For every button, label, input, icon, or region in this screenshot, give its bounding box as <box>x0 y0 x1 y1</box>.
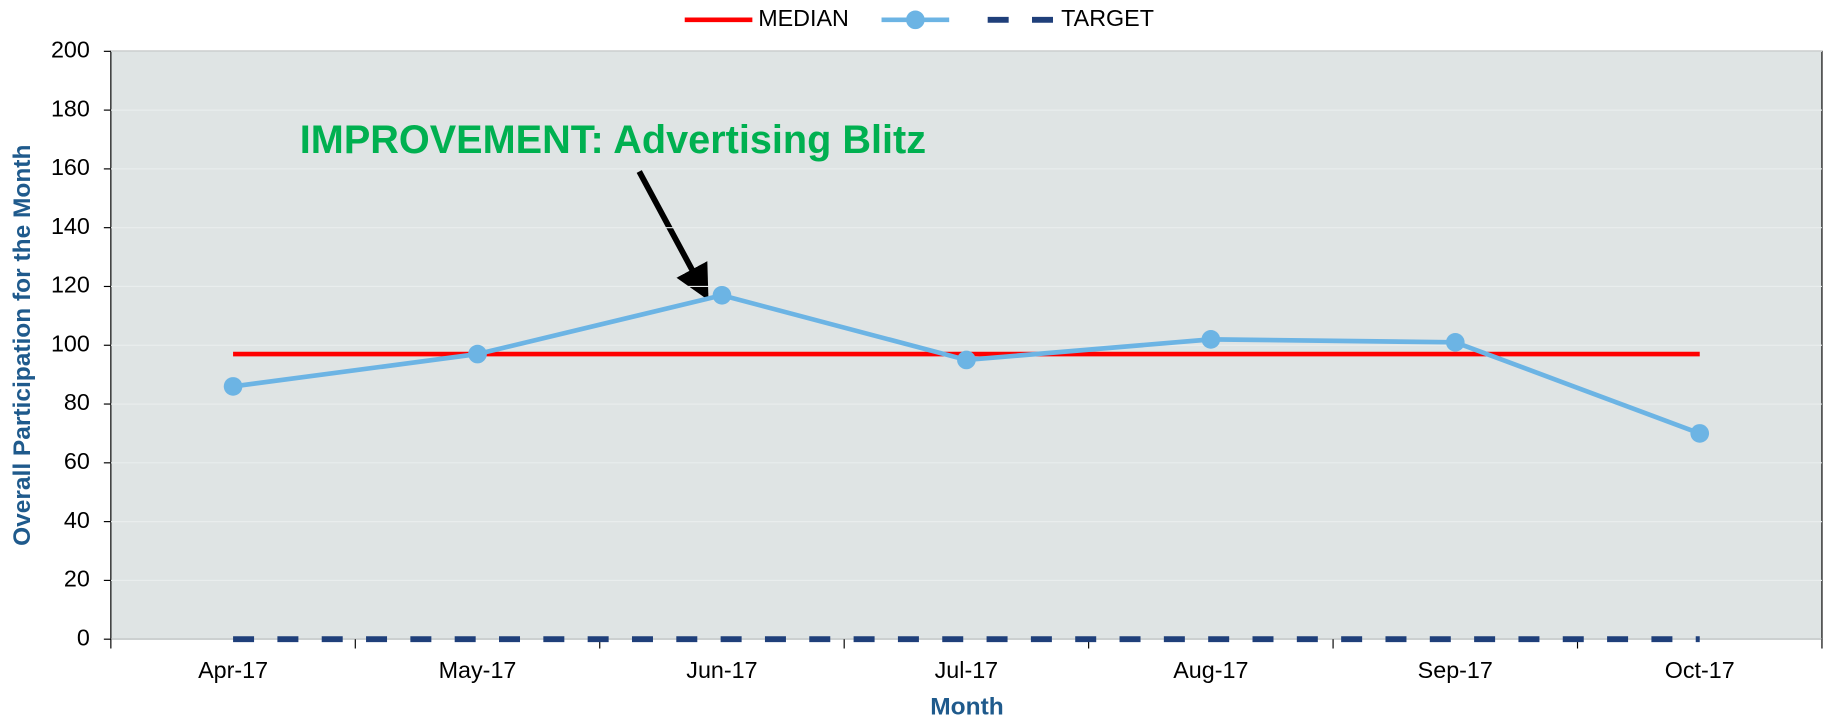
series-marker <box>712 285 732 305</box>
x-tick-label: Sep-17 <box>1418 657 1493 683</box>
y-tick-label: 180 <box>51 95 90 121</box>
y-tick-label: 20 <box>64 566 90 592</box>
y-tick-label: 100 <box>51 330 90 356</box>
x-tick-label: Apr-17 <box>198 657 268 683</box>
x-tick-label: Oct-17 <box>1665 657 1735 683</box>
x-tick-label: Jul-17 <box>935 657 999 683</box>
x-axis-title: Month <box>930 693 1003 720</box>
y-tick-label: 80 <box>64 389 90 415</box>
annotation-arrow <box>636 170 709 301</box>
series-marker <box>468 344 487 364</box>
series-marker <box>1201 330 1221 349</box>
y-axis-title: Overall Participation for the Month <box>9 145 36 546</box>
series-marker <box>957 350 976 370</box>
y-tick-label: 160 <box>51 154 90 180</box>
y-tick-label: 40 <box>64 507 90 533</box>
legend-marker <box>906 10 925 30</box>
series-marker <box>1690 424 1710 443</box>
y-tick-label: 60 <box>64 448 90 474</box>
y-tick-label: 120 <box>51 272 90 298</box>
series-marker <box>1445 332 1465 352</box>
legend-label: MEDIAN <box>758 5 849 31</box>
annotation: IMPROVEMENT: Advertising Blitz <box>300 118 926 162</box>
y-tick-label: 140 <box>51 213 90 239</box>
y-tick-label: 0 <box>77 624 90 650</box>
x-tick-label: Aug-17 <box>1173 657 1248 683</box>
x-tick-label: May-17 <box>439 657 517 683</box>
x-tick-label: Jun-17 <box>686 657 757 683</box>
legend-label: TARGET <box>1061 5 1154 31</box>
y-tick-label: 200 <box>51 36 90 62</box>
series-marker <box>223 377 243 396</box>
